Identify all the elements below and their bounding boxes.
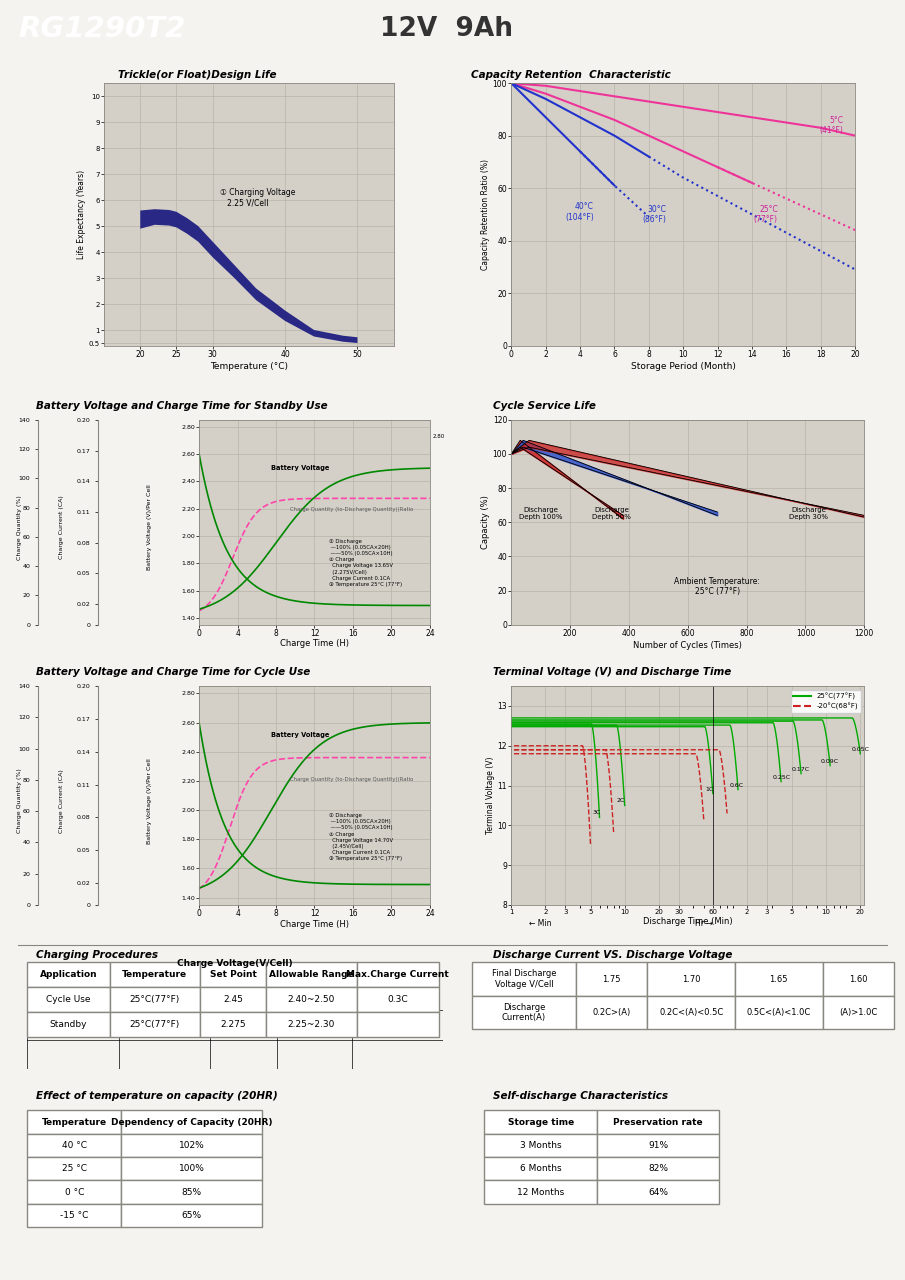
Text: 25°C
(77°F): 25°C (77°F) xyxy=(754,205,778,224)
Text: ① Discharge
 —100% (0.05CA×20H)
 ——50% (0.05CA×10H)
② Charge
  Charge Voltage 14: ① Discharge —100% (0.05CA×20H) ——50% (0.… xyxy=(329,813,402,861)
Text: Battery Voltage (V)/Per Cell: Battery Voltage (V)/Per Cell xyxy=(147,758,152,844)
Text: 1C: 1C xyxy=(706,786,714,791)
Text: Battery Voltage and Charge Time for Standby Use: Battery Voltage and Charge Time for Stan… xyxy=(36,401,328,411)
Text: 2.80: 2.80 xyxy=(433,434,444,439)
Y-axis label: Life Expectancy (Years): Life Expectancy (Years) xyxy=(77,170,86,259)
Text: Charge Current (CA): Charge Current (CA) xyxy=(59,495,64,559)
Text: Discharge Current VS. Discharge Voltage: Discharge Current VS. Discharge Voltage xyxy=(493,950,733,960)
Y-axis label: Capacity (%): Capacity (%) xyxy=(481,495,490,549)
Text: RG1290T2: RG1290T2 xyxy=(18,15,186,42)
Text: Charge Voltage(V/Cell): Charge Voltage(V/Cell) xyxy=(177,959,293,969)
Text: 40°C
(104°F): 40°C (104°F) xyxy=(565,202,594,221)
Text: Terminal Voltage (V) and Discharge Time: Terminal Voltage (V) and Discharge Time xyxy=(493,667,731,677)
Text: Trickle(or Float)Design Life: Trickle(or Float)Design Life xyxy=(118,70,276,81)
Text: 3C: 3C xyxy=(593,810,601,815)
Text: Charge Quantity (%): Charge Quantity (%) xyxy=(17,768,23,833)
Legend: 25°C(77°F), -20°C(68°F): 25°C(77°F), -20°C(68°F) xyxy=(791,690,861,713)
Text: Discharge
Depth 50%: Discharge Depth 50% xyxy=(592,507,631,520)
Text: 0.09C: 0.09C xyxy=(821,759,839,764)
Polygon shape xyxy=(272,0,905,58)
Text: Charge Quantity (to-Discharge Quantity)(Ratio: Charge Quantity (to-Discharge Quantity)(… xyxy=(291,777,414,782)
Text: ← Min: ← Min xyxy=(529,919,551,928)
Polygon shape xyxy=(140,209,357,343)
X-axis label: Discharge Time (Min): Discharge Time (Min) xyxy=(643,916,733,925)
Text: Self-discharge Characteristics: Self-discharge Characteristics xyxy=(493,1091,668,1101)
Text: Battery Voltage (V)/Per Cell: Battery Voltage (V)/Per Cell xyxy=(147,485,152,570)
Text: 0.25C: 0.25C xyxy=(772,774,790,780)
Text: Ambient Temperature:
25°C (77°F): Ambient Temperature: 25°C (77°F) xyxy=(674,576,760,596)
Text: 2C: 2C xyxy=(616,799,625,804)
Y-axis label: Terminal Voltage (V): Terminal Voltage (V) xyxy=(486,756,495,835)
Y-axis label: Capacity Retention Ratio (%): Capacity Retention Ratio (%) xyxy=(481,159,490,270)
Text: Effect of temperature on capacity (20HR): Effect of temperature on capacity (20HR) xyxy=(36,1091,278,1101)
X-axis label: Temperature (°C): Temperature (°C) xyxy=(210,361,288,370)
Text: 0.17C: 0.17C xyxy=(792,767,810,772)
X-axis label: Charge Time (H): Charge Time (H) xyxy=(280,919,349,928)
X-axis label: Number of Cycles (Times): Number of Cycles (Times) xyxy=(634,640,742,649)
Text: Charge Current (CA): Charge Current (CA) xyxy=(59,769,64,832)
Text: Discharge
Depth 100%: Discharge Depth 100% xyxy=(519,507,563,520)
Text: Cycle Service Life: Cycle Service Life xyxy=(493,401,596,411)
Text: 0.6C: 0.6C xyxy=(730,782,744,787)
Text: 5°C
(41°F): 5°C (41°F) xyxy=(819,115,843,136)
Text: ① Charging Voltage
   2.25 V/Cell: ① Charging Voltage 2.25 V/Cell xyxy=(220,188,295,207)
Text: Battery Voltage: Battery Voltage xyxy=(272,466,329,471)
X-axis label: Charge Time (H): Charge Time (H) xyxy=(280,639,349,648)
Text: 30°C
(86°F): 30°C (86°F) xyxy=(643,205,666,224)
Text: Charge Quantity (to-Discharge Quantity)(Ratio: Charge Quantity (to-Discharge Quantity)(… xyxy=(291,507,414,512)
X-axis label: Storage Period (Month): Storage Period (Month) xyxy=(631,361,736,370)
Text: Discharge
Depth 30%: Discharge Depth 30% xyxy=(789,507,828,520)
Text: 12V  9Ah: 12V 9Ah xyxy=(380,15,513,42)
Text: Hr →: Hr → xyxy=(695,919,712,928)
Text: Charging Procedures: Charging Procedures xyxy=(36,950,158,960)
Text: Battery Voltage and Charge Time for Cycle Use: Battery Voltage and Charge Time for Cycl… xyxy=(36,667,310,677)
Text: Battery Voltage: Battery Voltage xyxy=(272,732,329,739)
Text: 0.05C: 0.05C xyxy=(852,746,870,751)
Text: ① Discharge
 —100% (0.05CA×20H)
 ——50% (0.05CA×10H)
② Charge
  Charge Voltage 13: ① Discharge —100% (0.05CA×20H) ——50% (0.… xyxy=(329,539,402,588)
Text: Capacity Retention  Characteristic: Capacity Retention Characteristic xyxy=(471,70,671,81)
Text: Charge Quantity (%): Charge Quantity (%) xyxy=(17,495,23,559)
